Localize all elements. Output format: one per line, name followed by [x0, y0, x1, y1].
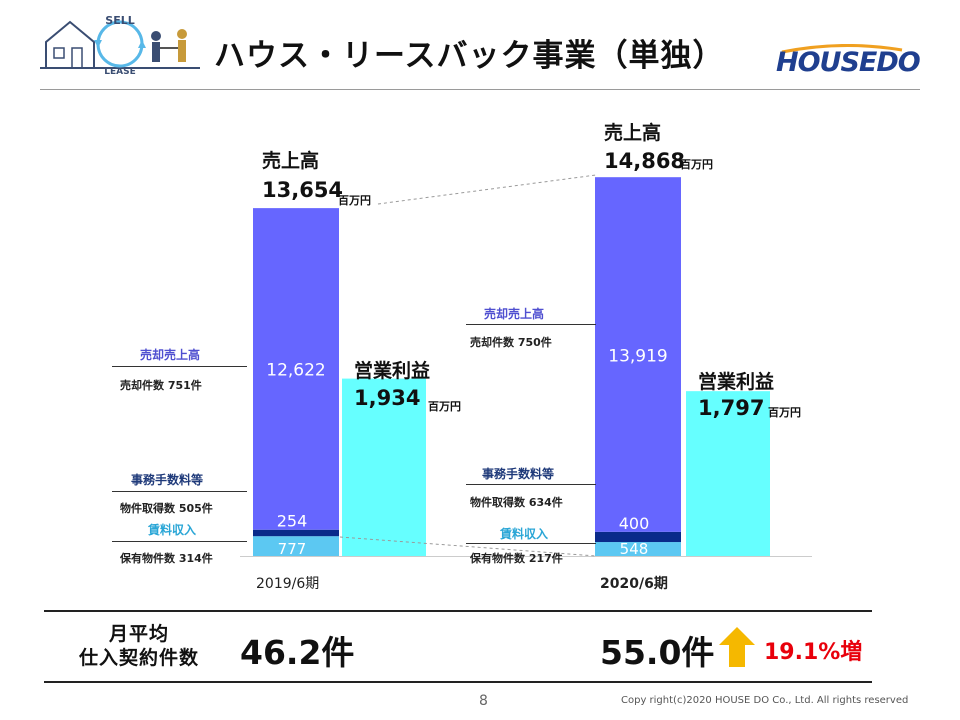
bar-segment-fee-0 [253, 529, 339, 537]
profit-bar-0 [342, 378, 426, 556]
acquisition-count-2019: 物件取得数 505件 [120, 502, 213, 515]
monthly-contracts-2020: 55.0件 [600, 633, 715, 672]
value-label-fee-0: 254 [277, 512, 308, 531]
profit-unit-2020: 百万円 [768, 406, 801, 419]
rent-segment-label-2019: 賃料収入 [148, 523, 197, 537]
bar-segment-sales-1 [595, 177, 681, 532]
brand-logo: HOUSEDO [776, 47, 921, 78]
bar-segment-sales-0 [253, 208, 339, 530]
revenue-label-2020: 売上高 [604, 122, 662, 144]
profit-total-2019: 1,934 [354, 386, 421, 410]
monthly-bottom-rule [44, 681, 872, 683]
value-label-rent-1: 548 [620, 540, 649, 558]
period-label-2019: 2019/6期 [256, 576, 320, 592]
revenue-total-2020: 14,868 [604, 149, 686, 173]
revenue-label-2019: 売上高 [262, 150, 320, 172]
holding-count-2019: 保有物件数 314件 [120, 552, 213, 565]
header-divider [40, 89, 920, 90]
monthly-top-rule [44, 610, 872, 612]
profit-total-2020: 1,797 [698, 396, 765, 420]
sales-count-2019: 売却件数 751件 [120, 379, 202, 392]
sales-count-2020: 売却件数 750件 [470, 336, 552, 349]
value-label-sales-1: 13,919 [608, 347, 667, 367]
sell-lease-house-icon: SELL LEASE [40, 14, 200, 77]
fee-segment-underline-2019 [112, 491, 247, 492]
value-label-sales-0: 12,622 [266, 360, 325, 380]
acquisition-count-2020: 物件取得数 634件 [470, 496, 563, 509]
period-label-2020: 2020/6期 [600, 576, 668, 592]
sales-segment-label-2019: 売却売上高 [140, 348, 201, 362]
page-number: 8 [479, 693, 488, 709]
value-label-rent-0: 777 [278, 540, 307, 558]
bar-segment-fee-1 [595, 531, 681, 543]
sales-segment-label-2020: 売却売上高 [484, 307, 545, 321]
profit-label-2020: 営業利益 [698, 371, 775, 393]
profit-unit-2019: 百万円 [428, 400, 461, 413]
revenue-total-2019: 13,654 [262, 178, 344, 202]
icon-text-sell: SELL [105, 14, 134, 27]
rent-segment-underline-2019 [112, 541, 247, 542]
rent-connector-line [339, 536, 597, 557]
growth-rate: 19.1%増 [764, 640, 863, 665]
fee-segment-label-2019: 事務手数料等 [131, 473, 204, 487]
monthly-label-line1: 月平均 [108, 623, 169, 645]
fee-segment-label-2020: 事務手数料等 [482, 467, 555, 481]
revenue-connector-line [377, 174, 597, 205]
up-arrow-icon [719, 627, 755, 667]
brand-swoosh-icon [781, 44, 903, 54]
sales-segment-underline-2019 [112, 366, 247, 367]
revenue-unit-2020: 百万円 [680, 158, 713, 171]
revenue-unit-2019: 百万円 [338, 194, 371, 207]
monthly-contracts-2019: 46.2件 [240, 633, 355, 672]
bar-segment-rent-0 [253, 536, 339, 556]
monthly-contracts-label: 月平均 仕入契約件数 [56, 622, 222, 670]
page-title: ハウス・リースバック事業（単独） [214, 38, 725, 74]
holding-count-2020: 保有物件数 217件 [470, 552, 563, 565]
copyright: Copy right(c)2020 HOUSE DO Co., Ltd. All… [621, 695, 909, 706]
rent-segment-underline-2020 [466, 543, 596, 544]
profit-bar-1 [686, 391, 770, 556]
fee-segment-underline-2020 [466, 484, 596, 485]
sales-segment-underline-2020 [466, 324, 596, 325]
monthly-label-line2: 仕入契約件数 [78, 647, 199, 669]
bar-segment-rent-1 [595, 542, 681, 556]
value-label-fee-1: 400 [619, 514, 650, 533]
icon-text-lease: LEASE [104, 67, 135, 77]
profit-label-2019: 営業利益 [354, 360, 431, 382]
rent-segment-label-2020: 賃料収入 [500, 527, 549, 541]
